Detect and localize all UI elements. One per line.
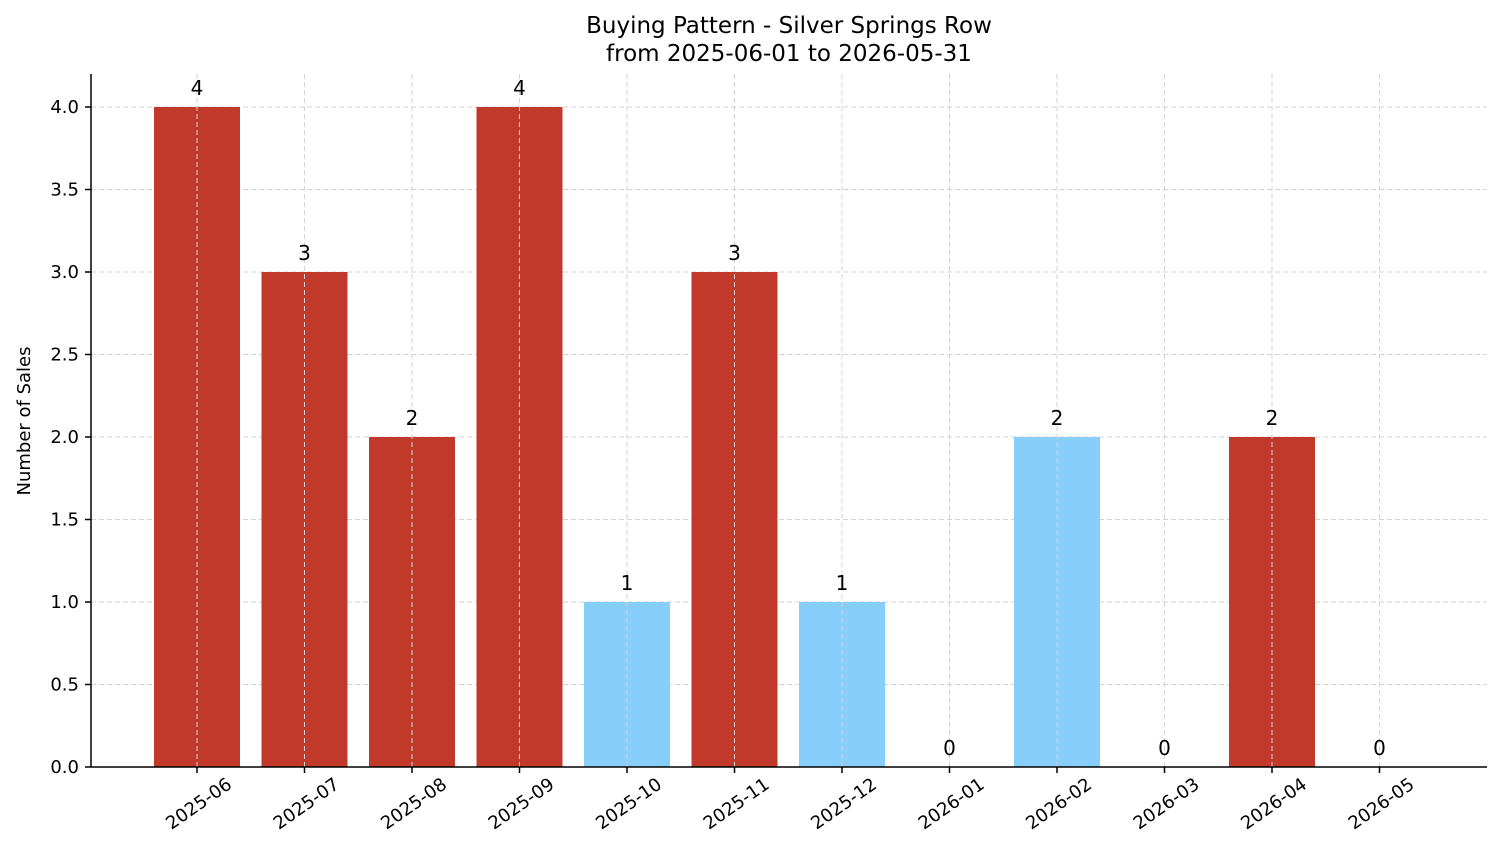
x-tick-label: 2026-03 (1130, 774, 1204, 834)
bar-layer (154, 74, 1380, 767)
data-label: 2 (1051, 406, 1064, 430)
x-tick-label: 2026-04 (1237, 774, 1311, 834)
chart-title: Buying Pattern - Silver Springs Row (586, 13, 992, 39)
data-label: 3 (298, 241, 311, 265)
data-label: 0 (943, 736, 956, 760)
data-label: 4 (191, 76, 204, 100)
axis-layer (85, 74, 1487, 773)
data-label: 2 (406, 406, 419, 430)
data-label: 3 (728, 241, 741, 265)
x-tick-label: 2026-02 (1022, 774, 1096, 834)
x-tick-label: 2026-01 (915, 774, 989, 834)
y-tick-label: 3.0 (50, 262, 79, 283)
y-axis-label: Number of Sales (14, 346, 35, 495)
data-label: 0 (1158, 736, 1171, 760)
x-tick-label: 2025-10 (592, 774, 666, 834)
data-label: 4 (513, 76, 526, 100)
data-label: 1 (621, 571, 634, 595)
y-tick-label: 1.0 (50, 592, 79, 613)
y-tick-label: 4.0 (50, 97, 79, 118)
y-tick-label: 2.5 (50, 345, 79, 366)
x-tick-label: 2025-09 (485, 774, 559, 834)
x-tick-label: 2025-06 (162, 774, 236, 834)
y-tick-label: 1.5 (50, 510, 79, 531)
y-tick-label: 0.0 (50, 757, 79, 778)
y-tick-label: 0.5 (50, 675, 79, 696)
x-tick-label: 2025-12 (807, 774, 881, 834)
data-label: 0 (1373, 736, 1386, 760)
x-tick-label: 2025-08 (377, 774, 451, 834)
x-tick-label: 2026-05 (1345, 774, 1419, 834)
data-label: 1 (836, 571, 849, 595)
chart-subtitle: from 2025-06-01 to 2026-05-31 (606, 41, 972, 67)
x-tick-label: 2025-11 (700, 774, 774, 834)
x-tick-label: 2025-07 (270, 774, 344, 834)
y-tick-label: 3.5 (50, 180, 79, 201)
data-label: 2 (1266, 406, 1279, 430)
y-tick-label: 2.0 (50, 427, 79, 448)
